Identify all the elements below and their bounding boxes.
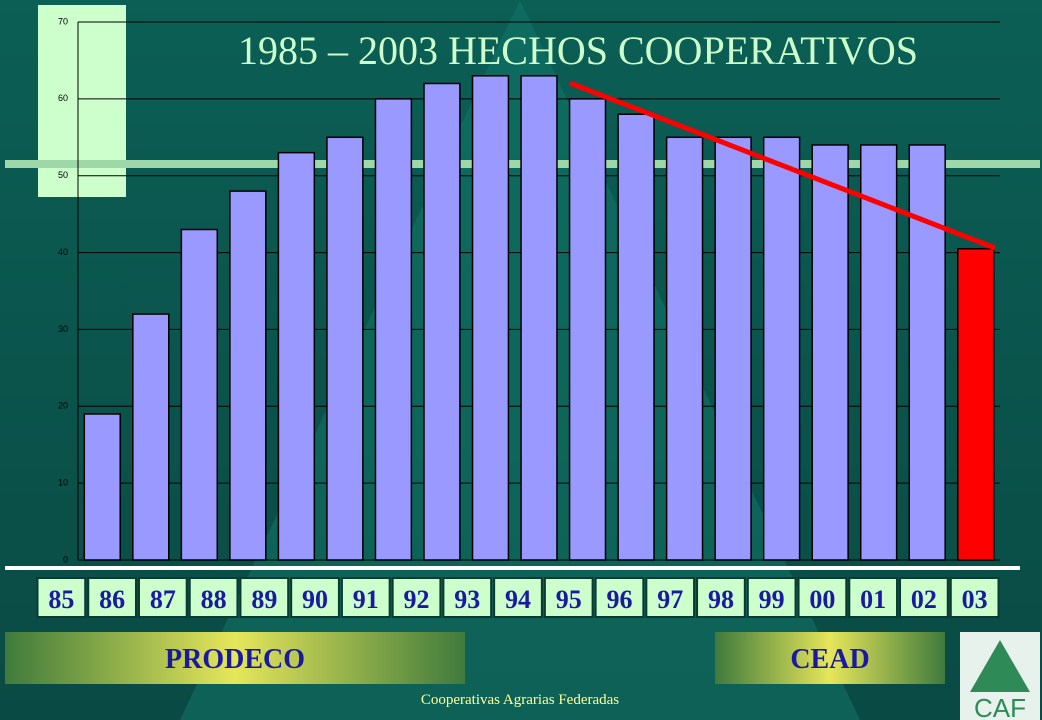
x-tick-label: 94 (505, 585, 531, 614)
y-tick-label: 30 (58, 324, 68, 334)
x-tick-label: 01 (860, 585, 886, 614)
decor-block (38, 5, 126, 197)
x-tick-label: 93 (454, 585, 480, 614)
bar (424, 83, 460, 560)
x-tick-label: 92 (404, 585, 430, 614)
bar (521, 76, 557, 560)
separator (5, 566, 1020, 570)
bar (327, 137, 363, 560)
x-tick-label: 97 (657, 585, 683, 614)
y-tick-label: 70 (58, 16, 68, 26)
logo-text: CAF (974, 693, 1026, 720)
prodeco-label: PRODECO (165, 644, 305, 675)
bar (958, 249, 994, 560)
x-tick-label: 85 (48, 585, 74, 614)
bar (473, 76, 509, 560)
bar (375, 99, 411, 560)
y-tick-label: 0 (63, 554, 68, 564)
chart-title: 1985 – 2003 HECHOS COOPERATIVOS (238, 28, 918, 73)
bar (715, 137, 751, 560)
bar (764, 137, 800, 560)
x-tick-label: 89 (251, 585, 277, 614)
x-tick-label: 87 (150, 585, 176, 614)
bar (84, 414, 120, 560)
bar (133, 314, 169, 560)
y-tick-label: 50 (58, 170, 68, 180)
year-row: 85 86 87 88 89 90 91 92 93 94 95 96 97 98 99 00 01 02 03 (38, 578, 999, 617)
y-tick-label: 60 (58, 93, 68, 103)
bar (570, 99, 606, 560)
y-tick-label: 40 (58, 247, 68, 257)
x-tick-label: 96 (606, 585, 632, 614)
footer: Cooperativas Agrarias Federadas (421, 692, 619, 708)
x-tick-label: 99 (759, 585, 785, 614)
slide: 010203040506070 1985 – 2003 HECHOS COOPE… (0, 0, 1042, 720)
bar (667, 137, 703, 560)
bar (230, 191, 266, 560)
x-tick-label: 91 (353, 585, 379, 614)
bar (909, 145, 945, 560)
y-tick-label: 10 (58, 478, 68, 488)
bar (812, 145, 848, 560)
x-tick-label: 86 (99, 585, 125, 614)
x-tick-label: 03 (962, 585, 988, 614)
cead-label: CEAD (790, 644, 869, 675)
x-tick-label: 02 (911, 585, 937, 614)
bar (278, 153, 314, 560)
x-tick-label: 95 (556, 585, 582, 614)
x-tick-label: 98 (708, 585, 734, 614)
y-tick-label: 20 (58, 401, 68, 411)
x-tick-label: 00 (809, 585, 835, 614)
bar (181, 230, 217, 560)
x-tick-label: 90 (302, 585, 328, 614)
x-tick-label: 88 (201, 585, 227, 614)
bar (618, 114, 654, 560)
